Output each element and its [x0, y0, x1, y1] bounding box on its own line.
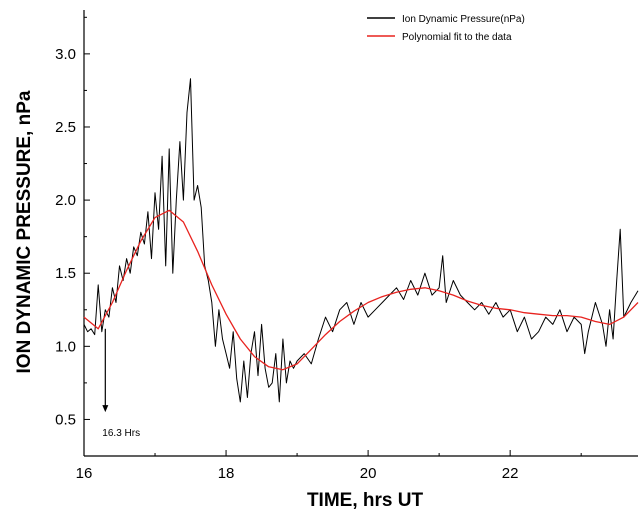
annotation-label: 16.3 Hrs: [102, 428, 140, 439]
legend-label: Polynomial fit to the data: [402, 32, 512, 43]
legend-label: Ion Dynamic Pressure(nPa): [402, 14, 525, 25]
y-axis-title: ION DYNAMIC PRESSURE, nPa: [14, 90, 35, 373]
y-axis-ticks: 0.5 1.0 1.5 2.0 2.5 3.0: [55, 16, 90, 457]
x-axis-ticks: 16 18 20 22: [76, 450, 582, 482]
y-tick-label: 1.0: [55, 338, 76, 355]
x-tick-label: 16: [76, 465, 93, 482]
y-tick-label: 1.5: [55, 265, 76, 282]
series-line-polynomial-fit: [83, 209, 639, 371]
y-tick-label: 3.0: [55, 46, 76, 63]
y-tick-label: 0.5: [55, 411, 76, 428]
x-tick-label: 20: [360, 465, 377, 482]
annotation-arrow-head: [102, 405, 109, 413]
series-line-ion-pressure: [83, 78, 639, 403]
y-tick-label: 2.0: [55, 192, 76, 209]
x-tick-label: 18: [218, 465, 235, 482]
legend: Ion Dynamic Pressure(nPa) Polynomial fit …: [367, 14, 525, 43]
series-layer: [83, 78, 639, 403]
x-tick-label: 22: [502, 465, 519, 482]
plot-frame: [83, 10, 638, 457]
y-tick-label: 2.5: [55, 119, 76, 136]
annotation-layer: 16.3 Hrs: [102, 328, 140, 439]
x-axis-title: TIME, hrs UT: [307, 490, 424, 511]
